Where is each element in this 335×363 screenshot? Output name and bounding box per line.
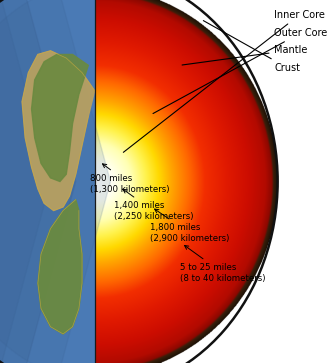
Polygon shape	[0, 0, 76, 363]
Text: Mantle: Mantle	[182, 45, 308, 65]
Text: 5 to 25 miles
(8 to 40 kilometers): 5 to 25 miles (8 to 40 kilometers)	[180, 245, 265, 282]
Text: 800 miles
(1,300 kilometers): 800 miles (1,300 kilometers)	[90, 164, 170, 193]
Text: 1,800 miles
(2,900 kilometers): 1,800 miles (2,900 kilometers)	[150, 209, 229, 242]
Polygon shape	[22, 51, 95, 211]
Text: 1,400 miles
(2,250 kilometers): 1,400 miles (2,250 kilometers)	[114, 189, 193, 221]
Polygon shape	[0, 0, 51, 363]
Text: Inner Core: Inner Core	[123, 9, 325, 152]
Polygon shape	[31, 54, 88, 182]
Polygon shape	[0, 0, 111, 363]
Polygon shape	[38, 200, 82, 334]
Text: Outer Core: Outer Core	[153, 28, 328, 114]
Text: Crust: Crust	[203, 21, 300, 73]
Polygon shape	[0, 0, 95, 363]
